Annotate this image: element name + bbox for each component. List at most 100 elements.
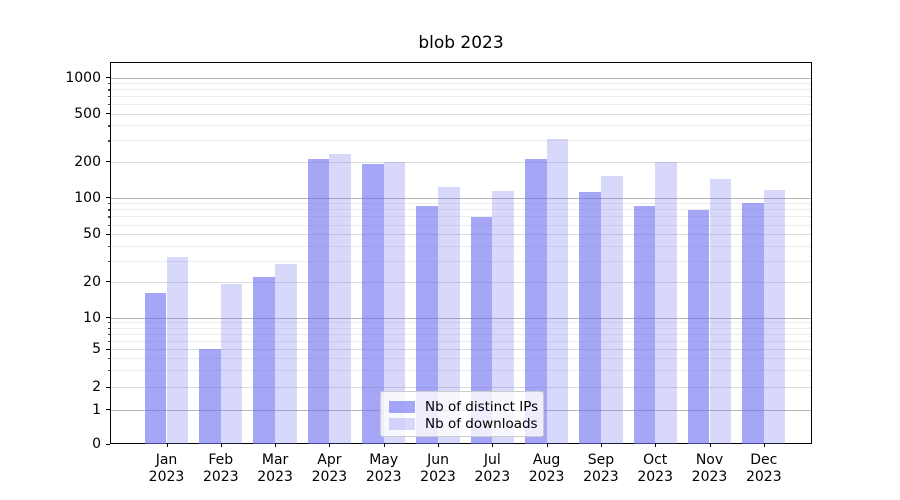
bar-distinct-ips <box>687 210 710 444</box>
x-axis-tick-label: Dec 2023 <box>745 452 782 485</box>
y-minor-tick-mark <box>108 327 110 329</box>
y-axis-tick-label: 5 <box>92 341 101 357</box>
y-axis-tick-label: 100 <box>74 189 101 206</box>
legend-swatch <box>389 400 415 413</box>
bar-downloads <box>329 154 352 444</box>
y-minor-tick-mark <box>108 322 110 324</box>
bar-distinct-ips <box>307 159 330 444</box>
x-axis-tick-label: Aug 2023 <box>528 452 565 485</box>
bar-downloads <box>275 264 297 444</box>
y-axis-tick-label: 500 <box>74 105 101 122</box>
y-minor-tick-mark <box>108 104 110 106</box>
legend-label: Nb of downloads <box>425 415 538 432</box>
bar-downloads <box>600 175 623 444</box>
x-tick-mark <box>492 443 494 447</box>
bar-downloads <box>383 162 406 444</box>
y-tick-mark <box>106 317 110 319</box>
bar-distinct-ips <box>199 349 221 444</box>
minor-gridline <box>111 260 811 262</box>
x-tick-mark <box>655 443 657 447</box>
gridline <box>111 161 811 163</box>
minor-gridline <box>111 83 811 85</box>
x-axis-tick-label: Nov 2023 <box>691 452 728 485</box>
bar-downloads <box>166 257 189 444</box>
y-minor-tick-mark <box>108 96 110 98</box>
gridline <box>111 234 811 236</box>
legend: Nb of distinct IPs Nb of downloads <box>380 391 544 437</box>
y-minor-tick-mark <box>108 340 110 342</box>
x-axis-tick-label: May 2023 <box>365 452 402 485</box>
minor-gridline <box>111 96 811 98</box>
plot-area: 0 1 2 5 10 20 50 100 200 500 1000 Jan 2023 Feb 2023 Mar… <box>65 62 812 485</box>
x-axis-tick-label: Jun 2023 <box>420 452 456 485</box>
minor-gridline <box>111 125 811 127</box>
y-minor-tick-mark <box>108 260 110 262</box>
x-axis-tick-label: Jul 2023 <box>474 452 511 485</box>
minor-gridline <box>111 209 811 211</box>
x-axis-tick-label: Feb 2023 <box>202 452 239 485</box>
y-minor-tick-mark <box>108 89 110 91</box>
y-tick-mark <box>106 113 110 115</box>
x-tick-mark <box>438 443 439 447</box>
bar-distinct-ips <box>416 206 438 444</box>
legend-swatch <box>389 417 415 430</box>
bar-downloads <box>438 186 460 444</box>
minor-gridline <box>111 224 811 226</box>
y-axis-tick-label: 10 <box>83 309 101 326</box>
gridline <box>111 281 811 283</box>
y-tick-mark <box>106 409 110 411</box>
minor-gridline <box>111 89 811 91</box>
y-tick-mark <box>106 77 110 79</box>
y-minor-tick-mark <box>108 245 110 247</box>
minor-gridline <box>111 203 811 205</box>
y-axis-tick-label: 0 <box>92 436 101 452</box>
gridline <box>111 197 811 199</box>
x-tick-mark <box>275 443 277 447</box>
y-tick-mark <box>106 281 110 283</box>
y-tick-mark <box>106 161 110 163</box>
x-tick-mark <box>383 443 385 447</box>
bar-downloads <box>546 138 569 444</box>
y-tick-mark <box>106 197 110 199</box>
bar-distinct-ips <box>579 191 601 444</box>
y-minor-tick-mark <box>108 125 110 127</box>
minor-gridline <box>111 333 811 335</box>
x-axis-tick-label: Jan 2023 <box>148 452 185 485</box>
gridline <box>111 317 811 319</box>
bar-downloads <box>220 284 243 444</box>
bar-downloads <box>655 162 677 444</box>
minor-gridline <box>111 327 811 329</box>
bar-downloads <box>492 190 514 444</box>
y-minor-tick-mark <box>108 83 110 85</box>
gridline <box>111 113 811 115</box>
y-minor-tick-mark <box>108 140 110 142</box>
y-axis-tick-label: 2 <box>92 379 101 395</box>
gridline <box>111 349 811 350</box>
y-tick-mark <box>106 233 110 235</box>
gridline <box>111 387 811 388</box>
y-axis-tick-label: 200 <box>74 153 101 170</box>
y-tick-mark <box>106 443 110 445</box>
y-minor-tick-mark <box>108 358 110 360</box>
y-minor-tick-mark <box>108 209 110 211</box>
minor-gridline <box>111 245 811 247</box>
y-minor-tick-mark <box>108 203 110 205</box>
bar-distinct-ips <box>144 293 167 444</box>
legend-entry: Nb of distinct IPs <box>389 398 543 415</box>
minor-gridline <box>111 322 811 324</box>
x-tick-mark <box>329 443 331 447</box>
x-tick-mark <box>220 443 222 447</box>
minor-gridline <box>111 216 811 218</box>
y-axis-tick-label: 1000 <box>65 69 101 86</box>
y-minor-tick-mark <box>108 224 110 226</box>
minor-gridline <box>111 140 811 142</box>
legend-label: Nb of distinct IPs <box>425 398 539 415</box>
bar-distinct-ips <box>524 159 547 444</box>
legend-entry: Nb of downloads <box>389 415 543 432</box>
x-axis-tick-label: Apr 2023 <box>311 452 348 485</box>
x-tick-mark <box>709 443 711 447</box>
bar-distinct-ips <box>253 276 276 444</box>
y-axis-tick-label: 20 <box>83 273 101 290</box>
bar-distinct-ips <box>362 163 384 444</box>
y-minor-tick-mark <box>108 370 110 372</box>
